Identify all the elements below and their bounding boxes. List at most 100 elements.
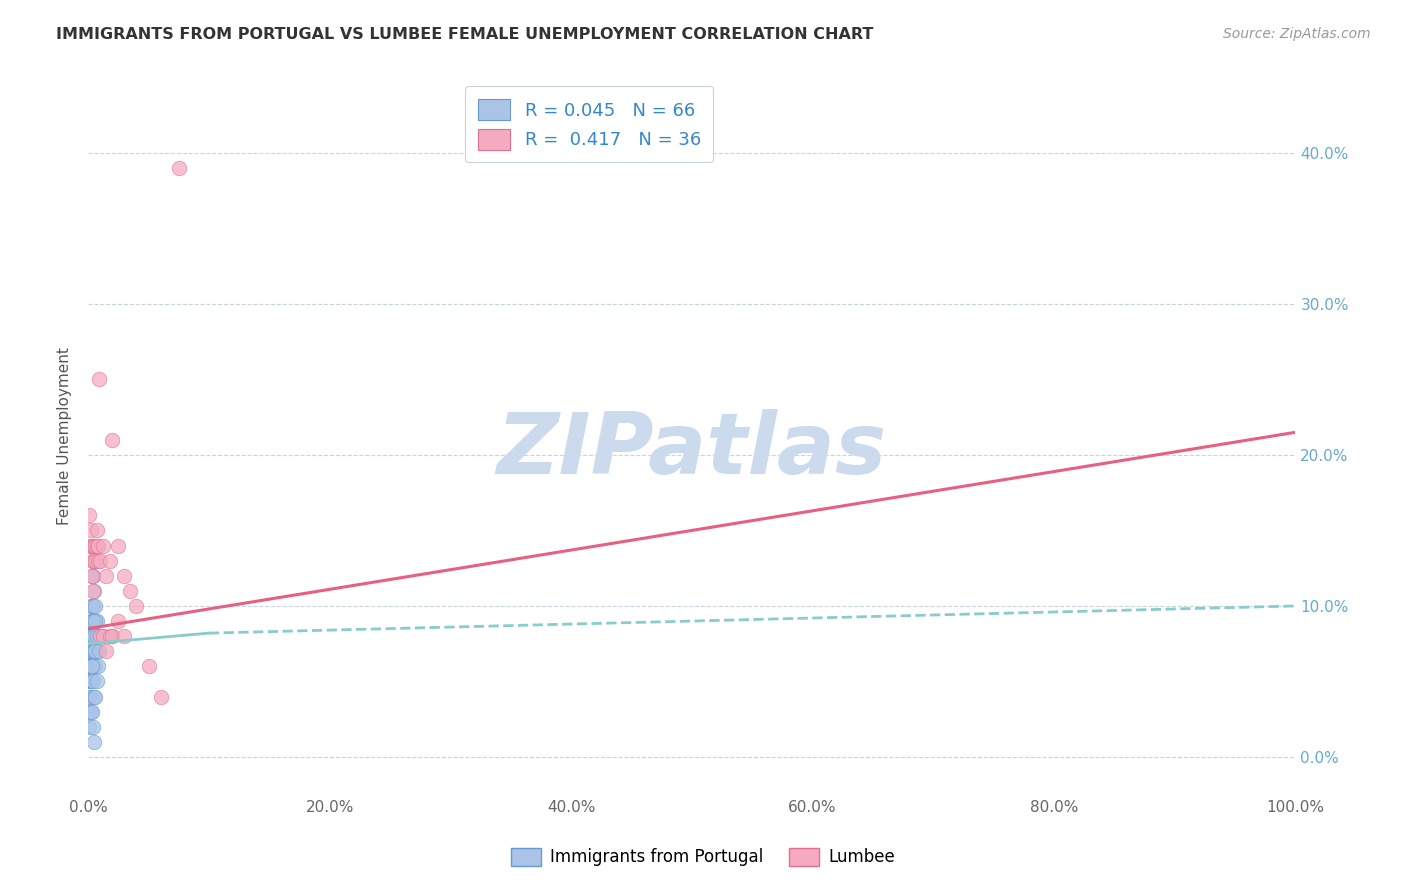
- Point: [82, 659, 104, 673]
- Point: [79, 644, 101, 658]
- Point: [82, 583, 104, 598]
- Point: [83, 583, 105, 598]
- Legend: Immigrants from Portugal, Lumbee: Immigrants from Portugal, Lumbee: [502, 839, 904, 875]
- Point: [80, 614, 103, 628]
- Point: [91, 629, 114, 643]
- Point: [84, 539, 107, 553]
- Point: [112, 568, 135, 582]
- Point: [79, 644, 101, 658]
- Point: [82, 539, 104, 553]
- Point: [120, 583, 142, 598]
- Point: [82, 644, 104, 658]
- Text: Source: ZipAtlas.com: Source: ZipAtlas.com: [1223, 27, 1371, 41]
- Point: [79, 524, 101, 538]
- Point: [80, 554, 103, 568]
- Point: [101, 629, 124, 643]
- Point: [83, 539, 105, 553]
- Point: [79, 659, 101, 673]
- Point: [84, 690, 107, 704]
- Point: [79, 614, 101, 628]
- Point: [83, 644, 105, 658]
- Point: [101, 629, 124, 643]
- Point: [79, 659, 101, 673]
- Point: [91, 539, 114, 553]
- Point: [107, 614, 129, 628]
- Y-axis label: Female Unemployment: Female Unemployment: [58, 347, 72, 525]
- Legend: R = 0.045   N = 66, R =  0.417   N = 36: R = 0.045 N = 66, R = 0.417 N = 36: [465, 87, 713, 162]
- Point: [79, 720, 101, 734]
- Point: [82, 599, 104, 613]
- Point: [84, 629, 107, 643]
- Point: [79, 705, 101, 719]
- Text: IMMIGRANTS FROM PORTUGAL VS LUMBEE FEMALE UNEMPLOYMENT CORRELATION CHART: IMMIGRANTS FROM PORTUGAL VS LUMBEE FEMAL…: [56, 27, 873, 42]
- Point: [96, 644, 118, 658]
- Point: [83, 629, 105, 643]
- Point: [87, 659, 110, 673]
- Point: [98, 554, 121, 568]
- Point: [80, 614, 103, 628]
- Point: [112, 629, 135, 643]
- Point: [89, 629, 111, 643]
- Point: [87, 539, 110, 553]
- Point: [83, 690, 105, 704]
- Point: [83, 735, 105, 749]
- Point: [79, 674, 101, 689]
- Point: [84, 554, 107, 568]
- Point: [83, 554, 105, 568]
- Point: [96, 568, 118, 582]
- Point: [101, 433, 124, 447]
- Point: [86, 614, 108, 628]
- Point: [79, 539, 101, 553]
- Point: [138, 659, 160, 673]
- Point: [80, 674, 103, 689]
- Point: [87, 372, 110, 386]
- Point: [80, 644, 103, 658]
- Point: [79, 674, 101, 689]
- Point: [80, 705, 103, 719]
- Point: [80, 659, 103, 673]
- Point: [79, 629, 101, 643]
- Point: [149, 690, 172, 704]
- Point: [86, 524, 108, 538]
- Point: [80, 599, 103, 613]
- Point: [79, 659, 101, 673]
- Point: [83, 644, 105, 658]
- Point: [79, 629, 101, 643]
- Point: [80, 629, 103, 643]
- Point: [84, 659, 107, 673]
- Point: [82, 720, 104, 734]
- Point: [80, 659, 103, 673]
- Point: [86, 539, 108, 553]
- Point: [79, 705, 101, 719]
- Point: [79, 508, 101, 523]
- Point: [82, 539, 104, 553]
- Point: [84, 599, 107, 613]
- Point: [107, 539, 129, 553]
- Point: [91, 629, 114, 643]
- Point: [84, 614, 107, 628]
- Point: [80, 568, 103, 582]
- Point: [79, 644, 101, 658]
- Point: [87, 629, 110, 643]
- Point: [86, 629, 108, 643]
- Point: [80, 644, 103, 658]
- Point: [82, 674, 104, 689]
- Point: [80, 629, 103, 643]
- Point: [79, 644, 101, 658]
- Point: [89, 629, 111, 643]
- Point: [79, 629, 101, 643]
- Point: [125, 599, 148, 613]
- Point: [167, 161, 190, 175]
- Point: [80, 568, 103, 582]
- Point: [87, 644, 110, 658]
- Point: [87, 554, 110, 568]
- Point: [86, 644, 108, 658]
- Point: [82, 614, 104, 628]
- Point: [79, 674, 101, 689]
- Point: [83, 554, 105, 568]
- Point: [89, 554, 111, 568]
- Point: [79, 599, 101, 613]
- Point: [83, 614, 105, 628]
- Point: [79, 690, 101, 704]
- Point: [98, 629, 121, 643]
